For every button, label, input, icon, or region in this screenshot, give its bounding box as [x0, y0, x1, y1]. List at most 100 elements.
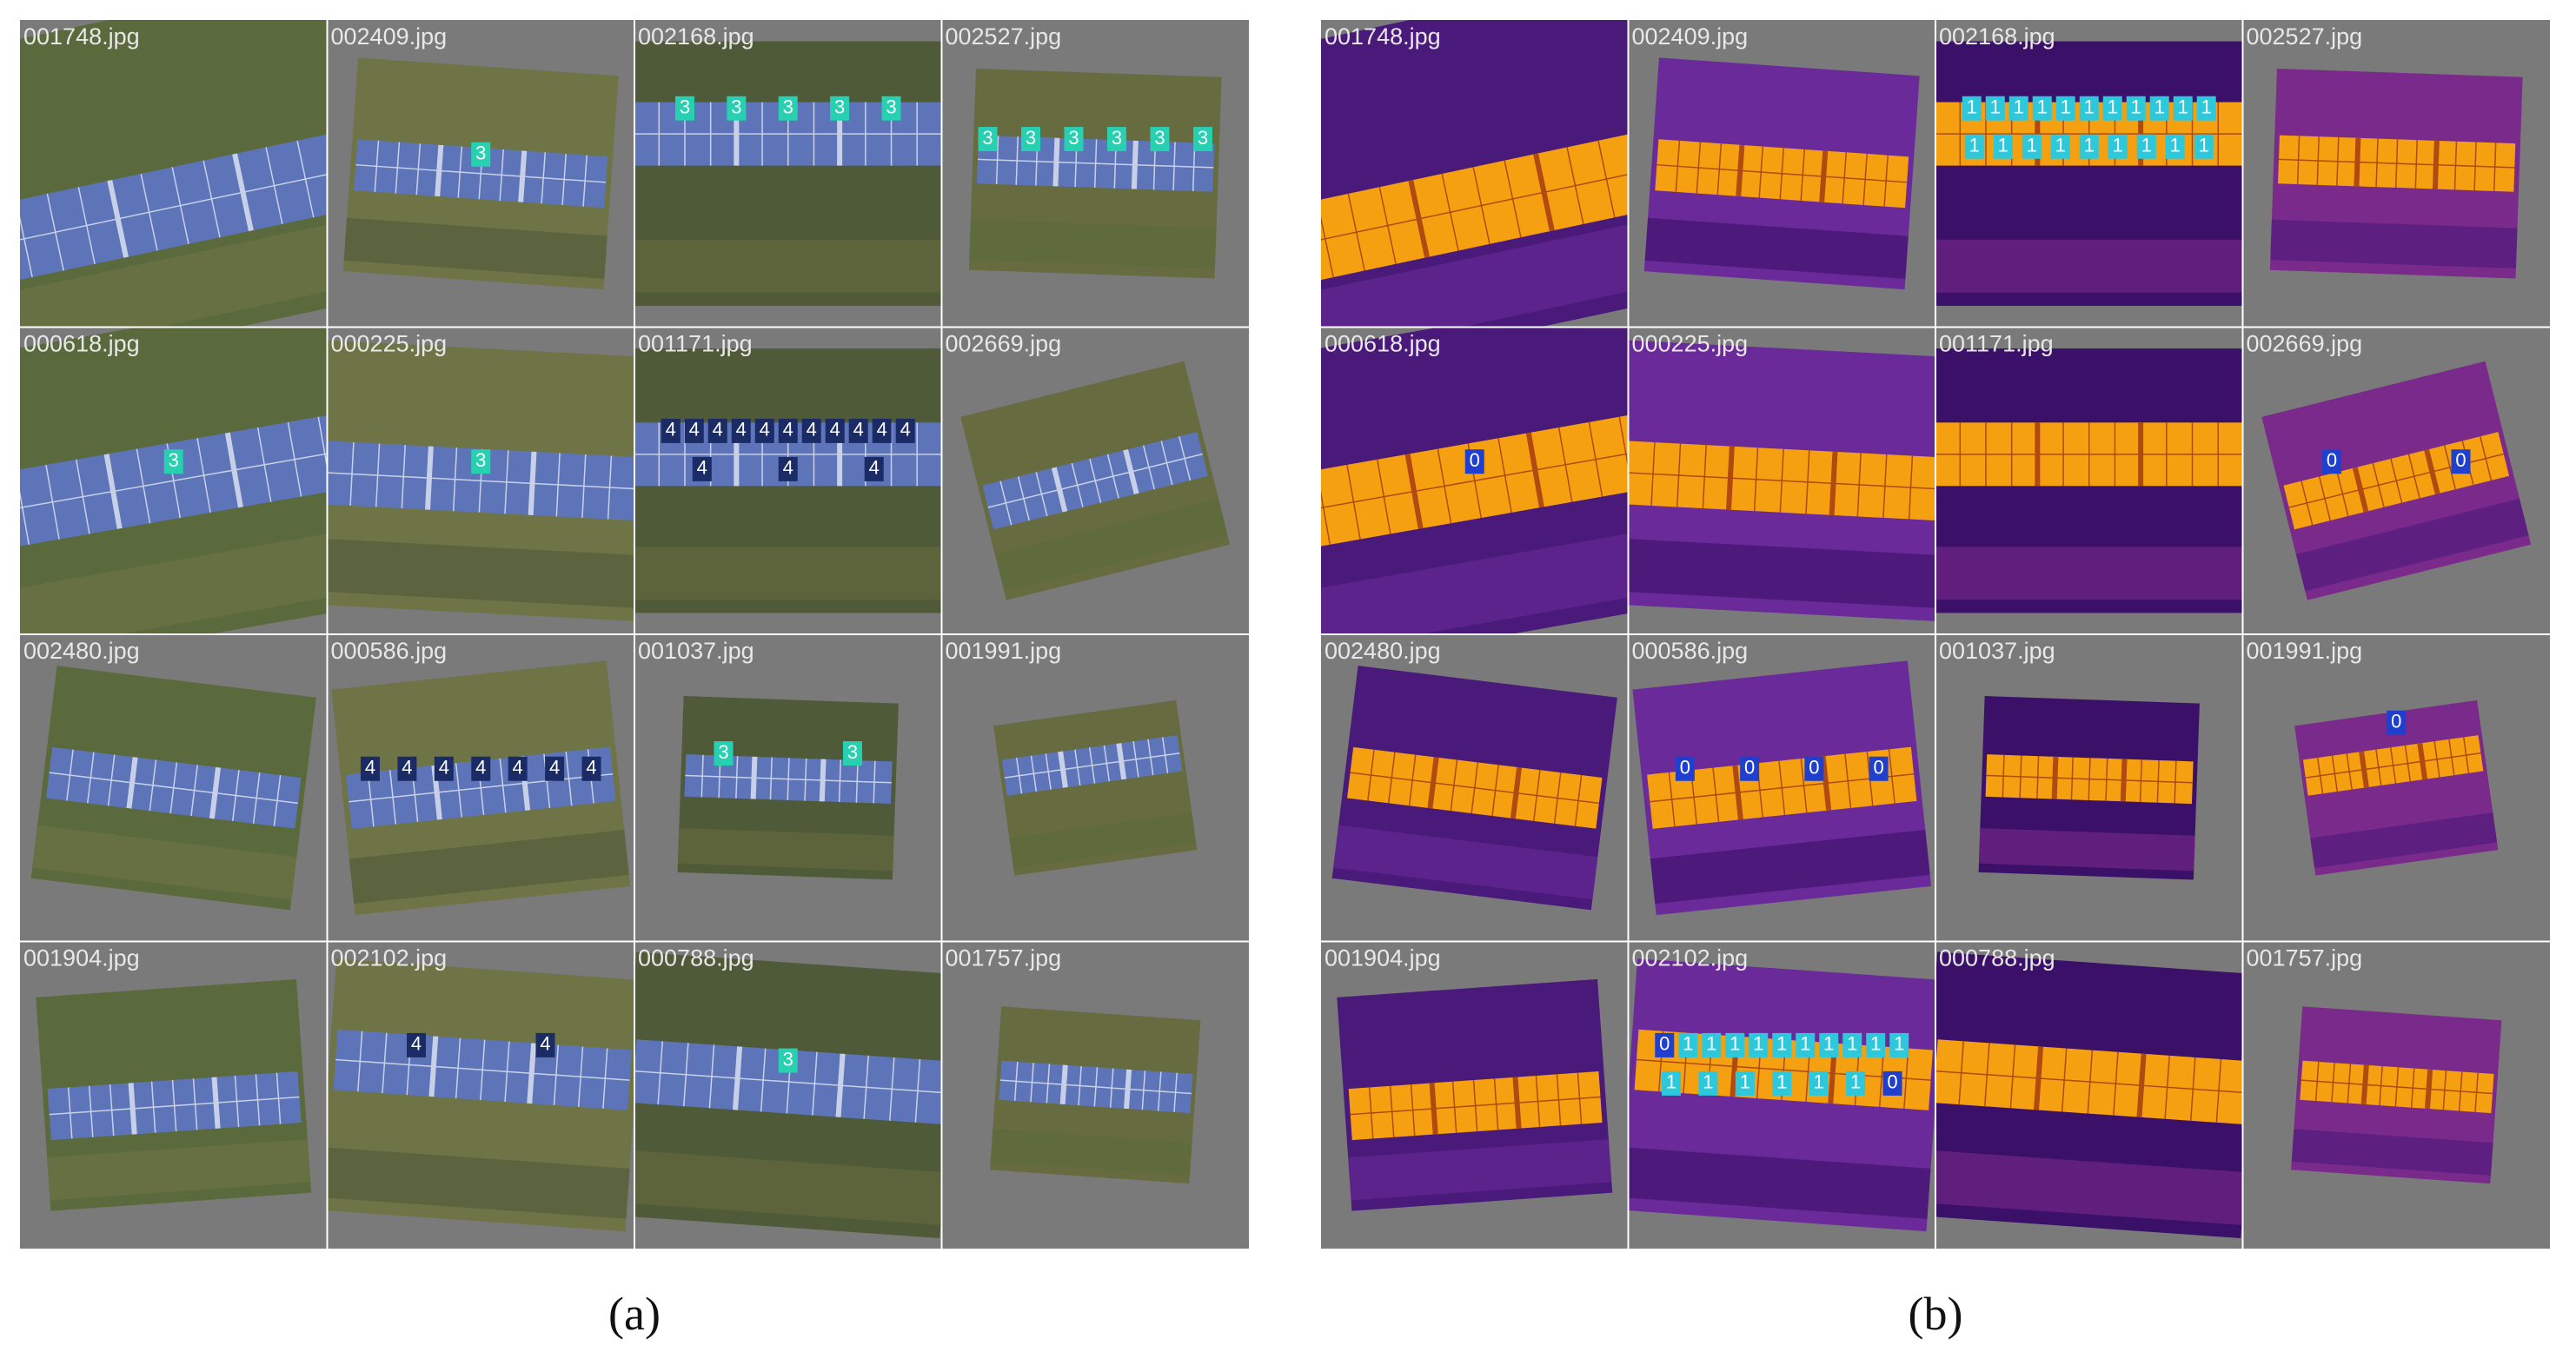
detection-label: 1 — [2108, 96, 2118, 118]
tile: 001757.jpg — [2247, 945, 2502, 1184]
detection-label-bg — [471, 449, 491, 474]
image-rot — [30, 666, 316, 911]
panel-divider — [1656, 163, 1908, 183]
tile-image — [1643, 57, 1920, 290]
file-name: 002480.jpg — [1325, 638, 1441, 664]
detection-label-bg — [407, 1032, 427, 1057]
detection-label: 1 — [2141, 135, 2152, 156]
image-band — [1644, 217, 1909, 279]
detection-label-bg — [1846, 1070, 1866, 1096]
detection-label-bg — [2032, 96, 2052, 121]
detection-label-bg — [778, 456, 798, 481]
tile: 0 000618.jpg — [1321, 327, 1629, 634]
detection-label: 4 — [877, 419, 887, 441]
panel-divider — [999, 1079, 1192, 1095]
detection-label-bg — [692, 456, 712, 481]
image-rot — [327, 958, 634, 1232]
panel-divider — [1935, 1070, 2243, 1094]
file-name: 001904.jpg — [23, 945, 140, 971]
image-rot — [1337, 978, 1613, 1211]
tile: 002527.jpg — [2247, 23, 2523, 279]
detection-label: 4 — [697, 457, 707, 479]
image-band — [1978, 828, 2195, 872]
image-band — [2291, 1129, 2493, 1176]
image-band — [47, 1139, 311, 1201]
tile-image — [36, 978, 312, 1211]
detection-label: 4 — [475, 757, 486, 779]
image-band — [20, 212, 328, 328]
detection-label: 3 — [783, 96, 793, 118]
file-name: 001991.jpg — [2247, 638, 2363, 664]
image-rot — [990, 1006, 1201, 1184]
panel-divider — [2300, 1079, 2493, 1095]
detection-label-bg — [1819, 1032, 1839, 1057]
detection-label-bg — [1735, 1070, 1755, 1096]
tile-image — [1337, 978, 1613, 1211]
detection-label-bg — [1655, 1032, 1675, 1057]
panel-divider — [634, 1070, 942, 1094]
detection-label-bg — [2165, 134, 2185, 159]
detection-label-bg — [1740, 756, 1760, 781]
detection-label-bg — [842, 741, 862, 766]
file-name: 001991.jpg — [946, 638, 1062, 664]
image-rot — [1935, 41, 2243, 306]
detection-label: 4 — [689, 419, 700, 441]
detection-label-bg — [1804, 756, 1824, 781]
file-name: 000586.jpg — [331, 638, 448, 664]
image-band — [2295, 498, 2529, 592]
detection-label-bg — [1772, 1070, 1792, 1096]
detection-label-bg — [684, 418, 704, 443]
detection-label-bg — [1702, 1032, 1722, 1057]
detection-label: 1 — [2131, 96, 2141, 118]
file-name: 002669.jpg — [2247, 331, 2363, 357]
file-name: 001757.jpg — [2247, 945, 2363, 971]
detection-label: 1 — [1814, 1071, 1824, 1093]
detection-label: 0 — [1680, 757, 1690, 779]
detection-label: 3 — [475, 449, 486, 471]
detection-label-bg — [1464, 449, 1484, 474]
file-name: 001757.jpg — [946, 945, 1062, 971]
detection-label-bg — [2022, 134, 2042, 159]
image-rot — [2291, 1006, 2502, 1184]
tile-image — [960, 361, 1231, 600]
detection-label-bg — [1064, 127, 1084, 152]
image-rot — [1331, 666, 1617, 911]
detection-label: 1 — [2084, 96, 2095, 118]
file-name: 001904.jpg — [1325, 945, 1441, 971]
image-rot — [327, 340, 634, 621]
image-band — [1935, 547, 2243, 600]
panel-divider — [685, 774, 892, 784]
image-rot — [677, 696, 899, 880]
panel-divider — [20, 447, 328, 514]
detection-label-bg — [2102, 96, 2122, 121]
tile-image — [327, 340, 634, 621]
detection-label-bg — [1964, 134, 1984, 159]
detection-label: 1 — [1870, 1033, 1881, 1055]
detection-label-bg — [1882, 1070, 1902, 1096]
detection-label: 3 — [1198, 127, 1208, 149]
caption: (b) — [1909, 1288, 1963, 1340]
tile-image — [1628, 340, 1935, 621]
panel-divider — [977, 158, 1214, 169]
panel-divider — [349, 773, 614, 803]
image-band — [20, 525, 328, 634]
image-rot — [2269, 68, 2523, 279]
detection-label-bg — [2126, 96, 2146, 121]
panel-divider — [2278, 158, 2515, 169]
tile-image — [1331, 666, 1617, 911]
image-rot — [993, 699, 1198, 876]
detection-label: 3 — [783, 1048, 793, 1070]
tile-image — [634, 41, 942, 306]
detection-label-bg — [1725, 1032, 1745, 1057]
panel-divider — [1628, 472, 1935, 490]
tile-image — [327, 958, 634, 1232]
detection-label-bg — [2079, 96, 2099, 121]
tile: 3 002409.jpg — [331, 23, 619, 290]
detection-label: 1 — [1894, 1033, 1904, 1055]
image-band — [634, 547, 942, 600]
panel-divider — [49, 772, 298, 805]
detection-label: 3 — [834, 96, 845, 118]
detection-label: 1 — [2055, 135, 2066, 156]
detection-label: 0 — [1873, 757, 1883, 779]
detection-label-bg — [830, 96, 850, 121]
